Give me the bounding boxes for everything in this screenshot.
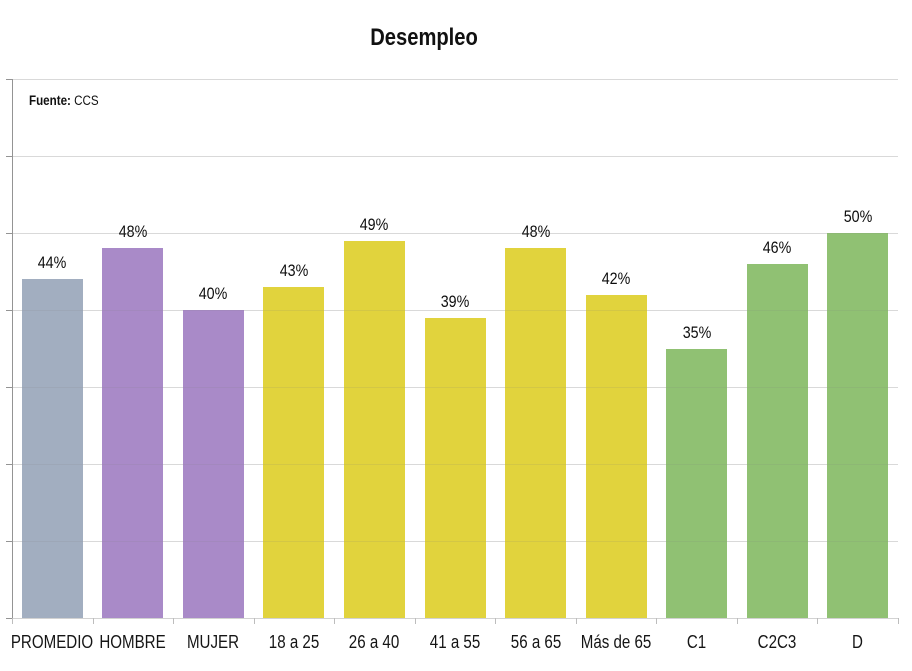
gridline-40 bbox=[12, 310, 898, 311]
bar-value-label: 49% bbox=[329, 215, 419, 235]
gridline-overlay-10 bbox=[12, 541, 898, 542]
x-axis-label-56-a-65: 56 a 65 bbox=[481, 631, 591, 653]
y-axis-tick bbox=[6, 618, 12, 619]
x-axis-tick bbox=[12, 618, 13, 624]
x-axis-tick bbox=[334, 618, 336, 624]
bar-más-de-65 bbox=[585, 294, 647, 618]
x-axis-line bbox=[12, 618, 898, 619]
x-axis-label-mujer: MUJER bbox=[158, 631, 268, 653]
bar-value-text: 44% bbox=[37, 253, 67, 273]
x-axis-label-text: D bbox=[852, 632, 864, 652]
source-value: CCS bbox=[74, 93, 99, 108]
bar-value-label: 48% bbox=[491, 222, 581, 242]
bar-41-a-55 bbox=[424, 317, 486, 618]
x-axis-label-text: 18 a 25 bbox=[268, 632, 320, 652]
y-axis-tick bbox=[6, 79, 12, 80]
x-axis-label-18-a-25: 18 a 25 bbox=[239, 631, 349, 653]
gridline-overlay-60 bbox=[12, 156, 898, 157]
y-axis-tick bbox=[6, 464, 12, 465]
x-axis-tick bbox=[414, 618, 416, 624]
x-axis-label-más-de-65: Más de 65 bbox=[561, 631, 671, 653]
y-axis-line bbox=[12, 79, 13, 623]
bar-value-label: 50% bbox=[813, 207, 903, 227]
bar-value-text: 49% bbox=[360, 214, 389, 234]
bar-value-label: 44% bbox=[7, 253, 97, 273]
source-label: Fuente: bbox=[29, 93, 71, 108]
gridline-overlay-70 bbox=[12, 79, 898, 80]
x-axis-tick bbox=[253, 618, 255, 624]
bar-26-a-40 bbox=[343, 240, 405, 618]
chart-title-text: Desempleo bbox=[370, 24, 478, 51]
bar-value-text: 42% bbox=[601, 268, 631, 288]
x-axis-label-text: 26 a 40 bbox=[349, 632, 400, 652]
y-axis-tick bbox=[6, 387, 12, 388]
bar-value-text: 35% bbox=[682, 322, 711, 342]
chart-title: Desempleo bbox=[0, 24, 912, 52]
x-axis-label-d: D bbox=[803, 631, 912, 653]
bar-value-label: 46% bbox=[732, 238, 822, 258]
bar-d bbox=[827, 233, 889, 618]
bar-value-text: 50% bbox=[843, 207, 873, 226]
x-axis-label-text: C1 bbox=[686, 632, 707, 652]
x-axis-tick bbox=[898, 618, 899, 624]
y-axis-tick bbox=[6, 156, 12, 157]
x-axis-label-text: C2C3 bbox=[757, 632, 797, 652]
bar-value-text: 48% bbox=[521, 222, 550, 242]
source-note: Fuente: CCS bbox=[29, 93, 110, 108]
x-axis-tick bbox=[92, 618, 94, 624]
bar-value-label: 40% bbox=[168, 284, 258, 304]
x-axis-tick bbox=[495, 618, 497, 624]
bar-value-label: 42% bbox=[571, 269, 661, 289]
bar-value-text: 48% bbox=[118, 222, 148, 242]
bar-value-text: 43% bbox=[279, 260, 309, 280]
bar-c1 bbox=[666, 348, 728, 618]
x-axis-tick bbox=[656, 618, 658, 624]
bar-promedio bbox=[21, 279, 83, 618]
x-axis-label-text: 56 a 65 bbox=[510, 632, 561, 652]
x-axis-tick bbox=[736, 618, 738, 624]
bar-mujer bbox=[182, 310, 244, 618]
y-axis-tick bbox=[6, 310, 12, 311]
bar-value-label: 39% bbox=[410, 292, 500, 312]
bar-18-a-25 bbox=[263, 286, 325, 618]
x-axis-label-26-a-40: 26 a 40 bbox=[319, 631, 429, 653]
gridline-60 bbox=[12, 156, 898, 157]
gridline-overlay-30 bbox=[12, 387, 898, 388]
y-axis-tick bbox=[6, 233, 12, 234]
gridline-overlay-40 bbox=[12, 310, 898, 311]
bar-value-label: 35% bbox=[652, 323, 742, 343]
source-note-text: Fuente: CCS bbox=[29, 93, 99, 108]
bar-56-a-65 bbox=[505, 248, 567, 618]
x-axis-label-text: 41 a 55 bbox=[429, 632, 481, 652]
gridline-overlay-50 bbox=[12, 233, 898, 234]
x-axis-label-text: PROMEDIO bbox=[11, 632, 94, 652]
bar-c2c3 bbox=[746, 263, 808, 618]
x-axis-label-c1: C1 bbox=[642, 631, 752, 653]
x-axis-tick bbox=[817, 618, 819, 624]
x-axis-label-text: MUJER bbox=[187, 632, 240, 652]
bar-value-text: 40% bbox=[199, 284, 228, 303]
y-axis-tick bbox=[6, 541, 12, 542]
gridline-overlay-20 bbox=[12, 464, 898, 465]
bar-value-label: 48% bbox=[88, 222, 178, 242]
bar-hombre bbox=[102, 248, 164, 618]
x-axis-tick bbox=[575, 618, 577, 624]
bar-value-text: 39% bbox=[440, 291, 470, 311]
x-axis-label-41-a-55: 41 a 55 bbox=[400, 631, 510, 653]
x-axis-label-text: HOMBRE bbox=[99, 632, 166, 652]
x-axis-label-hombre: HOMBRE bbox=[78, 631, 188, 653]
gridline-70 bbox=[12, 79, 898, 80]
gridline-50 bbox=[12, 233, 898, 234]
x-axis-label-promedio: PROMEDIO bbox=[0, 631, 107, 653]
x-axis-tick bbox=[173, 618, 175, 624]
bar-value-text: 46% bbox=[762, 237, 792, 257]
bar-value-label: 43% bbox=[249, 261, 339, 281]
x-axis-label-text: Más de 65 bbox=[580, 632, 652, 652]
x-axis-label-c2c3: C2C3 bbox=[722, 631, 832, 653]
